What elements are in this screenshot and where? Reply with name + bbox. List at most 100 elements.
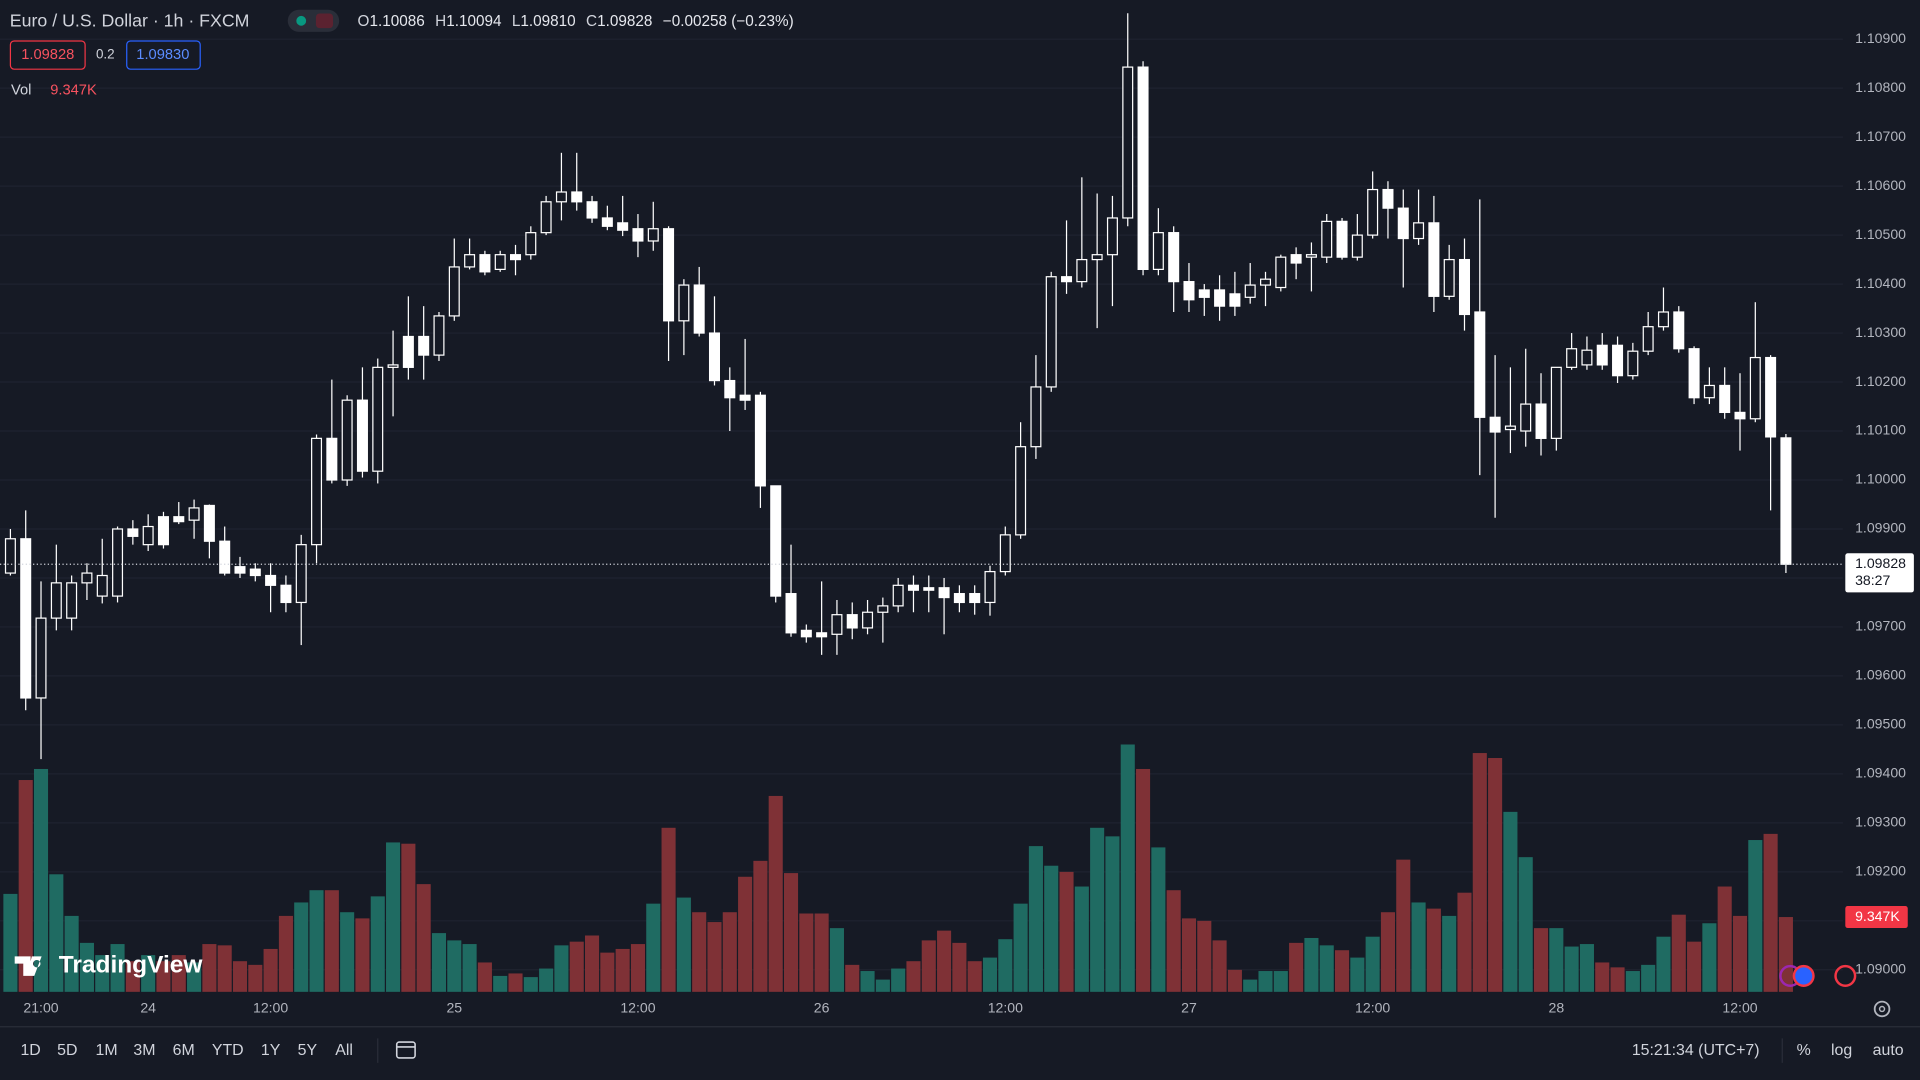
candle-body	[510, 254, 522, 261]
brand-logo[interactable]: TradingView	[14, 952, 204, 979]
range-button[interactable]: 6M	[173, 1042, 195, 1059]
candle-body	[464, 254, 476, 268]
range-button[interactable]: 5Y	[298, 1042, 318, 1059]
x-tick-label: 12:00	[1722, 1000, 1757, 1016]
candle-body	[693, 284, 705, 334]
volume-bar	[738, 876, 753, 992]
y-tick-label: 1.10200	[1855, 373, 1906, 389]
volume-bar	[1610, 967, 1625, 992]
candle-body	[1015, 446, 1027, 536]
y-tick-label: 1.10600	[1855, 177, 1906, 193]
indicator-icons[interactable]	[1779, 964, 1857, 987]
x-tick-label: 12:00	[620, 1000, 655, 1016]
range-button[interactable]: 1Y	[261, 1042, 281, 1059]
candle-body	[1535, 403, 1547, 439]
volume-bar	[1028, 846, 1043, 992]
range-button[interactable]: 5D	[57, 1042, 77, 1059]
ohlc-legend: O1.10086 H1.10094 L1.09810 C1.09828 −0.0…	[358, 13, 794, 30]
scale-option[interactable]: log	[1831, 1042, 1852, 1059]
candle-body	[1657, 311, 1669, 328]
candle-body	[601, 217, 613, 227]
candle-body	[1183, 281, 1195, 301]
y-tick-label: 1.09500	[1855, 716, 1906, 732]
ohlc-key: O	[358, 13, 370, 30]
candle-body	[862, 611, 874, 629]
volume-bar	[324, 890, 339, 992]
volume-bar	[477, 962, 492, 992]
range-button[interactable]: 3M	[133, 1042, 155, 1059]
volume-bar	[1289, 942, 1304, 992]
y-tick-label: 1.09700	[1855, 618, 1906, 634]
volume-bar	[508, 973, 523, 992]
volume-bar	[401, 843, 416, 992]
candle-body	[418, 335, 430, 356]
candle-body	[1458, 258, 1471, 316]
candle-body	[571, 191, 583, 203]
candle-body	[724, 379, 736, 399]
volume-bar	[921, 940, 936, 992]
volume-bar	[829, 928, 844, 992]
candle-body	[96, 574, 108, 597]
candle-body	[1474, 311, 1486, 418]
volume-bar	[1396, 859, 1411, 992]
volume-bar	[1671, 914, 1686, 992]
candle-body	[341, 399, 353, 481]
y-tick-label: 1.10500	[1855, 226, 1906, 242]
range-button[interactable]: YTD	[212, 1042, 244, 1059]
buy-button[interactable]: 1.09830	[126, 40, 201, 70]
candle-body	[219, 540, 231, 574]
candle-body	[1122, 66, 1134, 219]
x-tick-label: 26	[814, 1000, 830, 1016]
range-button[interactable]: All	[335, 1042, 353, 1059]
volume-bar	[125, 961, 140, 992]
scale-option[interactable]: %	[1797, 1042, 1811, 1059]
volume-bar	[156, 961, 171, 992]
volume-bar	[278, 915, 293, 992]
candle-body	[1596, 344, 1608, 366]
candle-body	[1504, 425, 1516, 431]
candle-body	[35, 617, 47, 699]
range-button[interactable]: 1D	[20, 1042, 40, 1059]
volume-bar	[309, 890, 324, 992]
ask-price: 1.09830	[136, 47, 189, 63]
candle-body	[708, 332, 720, 382]
y-tick-label: 1.10800	[1855, 79, 1906, 95]
candle-body	[1719, 384, 1731, 414]
volume-bar	[1748, 840, 1763, 992]
candle-body	[1137, 66, 1149, 270]
volume-bar	[1625, 971, 1640, 992]
range-button[interactable]: 1M	[95, 1042, 117, 1059]
candle-body	[877, 605, 889, 613]
candle-body	[1489, 416, 1501, 433]
candle-body	[1076, 258, 1088, 283]
candle-body	[1367, 188, 1379, 236]
volume-bar	[1579, 944, 1594, 992]
candle-body	[1260, 278, 1272, 286]
volume-bar	[1564, 946, 1579, 992]
volume-bar	[1273, 971, 1288, 992]
x-tick-label: 12:00	[253, 1000, 288, 1016]
candle-body	[280, 584, 292, 604]
scale-option[interactable]: auto	[1873, 1042, 1904, 1059]
candle-body	[234, 566, 246, 574]
volume-bar	[187, 962, 202, 992]
clock[interactable]: 15:21:34 (UTC+7)	[1632, 1042, 1760, 1059]
volume-bar	[692, 912, 707, 992]
candle-body	[1275, 256, 1287, 289]
candle-body	[1520, 403, 1532, 432]
candle-body	[555, 191, 567, 203]
candle-body	[1581, 349, 1593, 366]
candle-body	[1566, 348, 1578, 368]
spread: 0.2	[96, 47, 115, 62]
volume-bar	[171, 955, 186, 992]
sell-button[interactable]: 1.09828	[9, 40, 86, 70]
settings-gear[interactable]	[1873, 1000, 1891, 1018]
symbol-title[interactable]: Euro / U.S. Dollar · 1h · FXCM	[10, 11, 250, 31]
volume-bar	[891, 968, 906, 992]
volume-bar	[875, 979, 890, 992]
y-tick-label: 1.10900	[1855, 30, 1906, 46]
market-toggle[interactable]	[287, 9, 340, 32]
date-range-button[interactable]	[395, 1041, 416, 1059]
candle-body	[525, 232, 537, 256]
volume-bar	[1166, 890, 1181, 992]
